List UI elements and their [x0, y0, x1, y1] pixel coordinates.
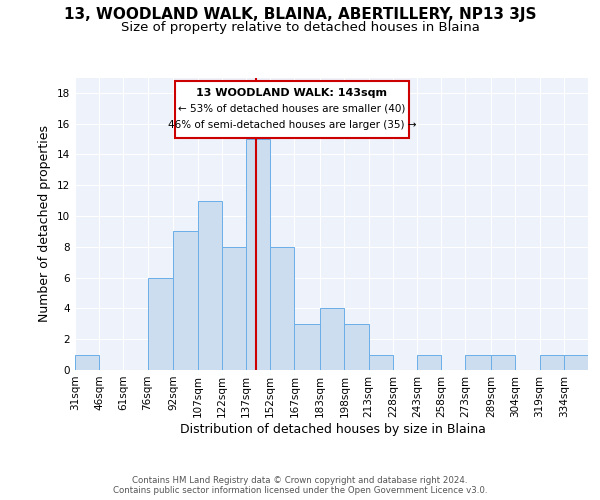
Bar [175, 82, 409, 138]
Text: ← 53% of detached houses are smaller (40): ← 53% of detached houses are smaller (40… [178, 104, 406, 114]
Bar [246, 139, 270, 370]
Y-axis label: Number of detached properties: Number of detached properties [38, 125, 52, 322]
Text: Size of property relative to detached houses in Blaina: Size of property relative to detached ho… [121, 21, 479, 34]
Bar [320, 308, 344, 370]
Bar [148, 278, 173, 370]
Bar [539, 354, 564, 370]
Text: Contains HM Land Registry data © Crown copyright and database right 2024.: Contains HM Land Registry data © Crown c… [132, 476, 468, 485]
Bar [173, 232, 197, 370]
Bar [368, 354, 393, 370]
Bar [564, 354, 588, 370]
Bar [197, 200, 222, 370]
Text: 13, WOODLAND WALK, BLAINA, ABERTILLERY, NP13 3JS: 13, WOODLAND WALK, BLAINA, ABERTILLERY, … [64, 8, 536, 22]
Bar [270, 247, 295, 370]
Bar [491, 354, 515, 370]
Text: 46% of semi-detached houses are larger (35) →: 46% of semi-detached houses are larger (… [168, 120, 416, 130]
Text: Distribution of detached houses by size in Blaina: Distribution of detached houses by size … [180, 422, 486, 436]
Bar [75, 354, 99, 370]
Text: 13 WOODLAND WALK: 143sqm: 13 WOODLAND WALK: 143sqm [196, 88, 388, 98]
Bar [222, 247, 246, 370]
Bar [295, 324, 320, 370]
Text: Contains public sector information licensed under the Open Government Licence v3: Contains public sector information licen… [113, 486, 487, 495]
Bar [466, 354, 491, 370]
Bar [344, 324, 368, 370]
Bar [417, 354, 441, 370]
